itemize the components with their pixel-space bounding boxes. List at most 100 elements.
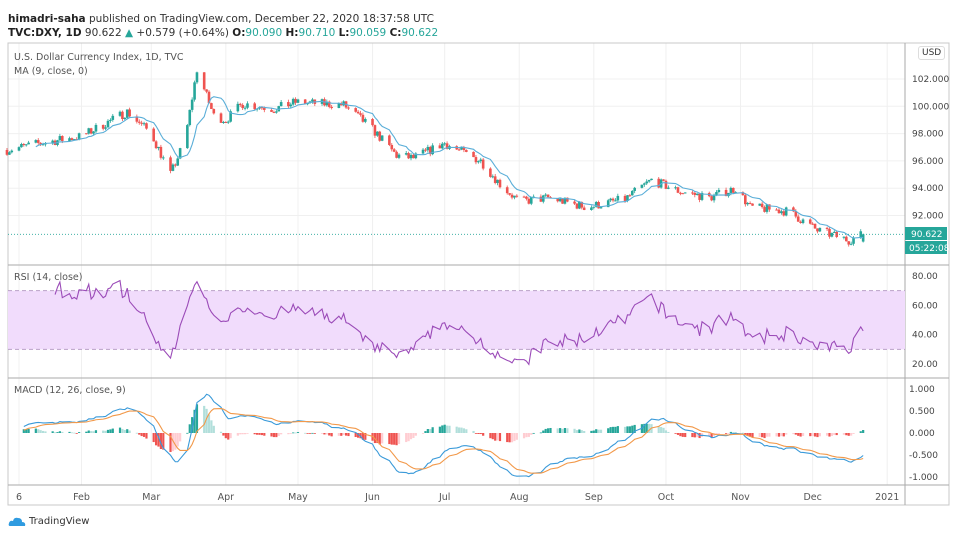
candle-body[interactable] [68,138,71,142]
candle-body[interactable] [700,192,704,200]
author-name[interactable]: himadri-saha [8,13,86,25]
candle-body[interactable] [89,128,93,134]
candle-body[interactable] [412,154,415,159]
candle-body[interactable] [154,141,158,149]
candle-body[interactable] [744,195,747,205]
candle-body[interactable] [623,195,627,201]
candle-body[interactable] [751,203,754,206]
candle-body[interactable] [828,228,831,237]
candle-body[interactable] [650,178,653,181]
candle-body[interactable] [440,143,444,149]
candle-body[interactable] [135,116,139,122]
currency-button[interactable]: USD [918,46,946,60]
candle-body[interactable] [169,157,172,171]
candle-body[interactable] [229,111,232,122]
candle-body[interactable] [22,144,26,146]
candle-body[interactable] [592,206,596,208]
candle-body[interactable] [224,121,228,123]
candle-body[interactable] [424,149,427,151]
candle-body[interactable] [830,232,834,237]
candle-body[interactable] [679,192,682,194]
candle-body[interactable] [253,103,256,110]
candle-body[interactable] [681,193,685,195]
candle-body[interactable] [775,209,778,211]
candle-body[interactable] [758,203,762,206]
candle-body[interactable] [222,121,225,123]
candle-body[interactable] [428,146,432,155]
candle-body[interactable] [626,195,629,201]
candle-body[interactable] [303,99,307,105]
candle-body[interactable] [354,108,357,112]
candle-body[interactable] [378,131,382,141]
candle-body[interactable] [539,196,543,202]
candle-body[interactable] [575,203,579,209]
candle-body[interactable] [236,103,240,112]
candle-body[interactable] [104,127,107,129]
candle-body[interactable] [481,159,485,169]
candle-body[interactable] [582,207,586,211]
candle-body[interactable] [356,111,360,114]
candle-body[interactable] [404,153,408,155]
candle-body[interactable] [799,221,802,224]
candle-body[interactable] [578,201,581,209]
candle-body[interactable] [816,228,819,232]
candle-body[interactable] [339,103,343,106]
candle-body[interactable] [178,148,182,159]
candle-body[interactable] [544,194,547,196]
candle-body[interactable] [508,193,511,195]
candle-body[interactable] [780,211,783,214]
candle-body[interactable] [580,201,584,208]
candle-body[interactable] [505,187,509,194]
candle-body[interactable] [205,89,208,92]
candle-body[interactable] [145,123,148,129]
candle-body[interactable] [193,82,196,100]
candle-body[interactable] [527,198,531,204]
candle-body[interactable] [327,101,331,107]
candle-body[interactable] [657,178,661,188]
candle-body[interactable] [152,128,155,142]
candle-body[interactable] [73,139,76,141]
candle-body[interactable] [674,187,677,189]
candle-body[interactable] [811,223,814,225]
candle-body[interactable] [109,119,112,121]
candle-body[interactable] [460,147,463,150]
candle-body[interactable] [291,98,295,105]
candle-body[interactable] [443,143,446,145]
candle-body[interactable] [825,227,829,229]
candle-body[interactable] [195,72,199,83]
candle-body[interactable] [782,211,786,216]
candle-body[interactable] [212,109,216,114]
candle-body[interactable] [390,144,394,150]
tradingview-logo[interactable]: TradingView [8,515,89,527]
candle-body[interactable] [272,111,276,113]
candle-body[interactable] [741,192,745,196]
candle-body[interactable] [513,195,516,198]
candle-body[interactable] [176,158,180,166]
candle-body[interactable] [832,231,836,233]
candle-body[interactable] [174,164,177,166]
candle-body[interactable] [17,147,21,151]
candle-body[interactable] [397,154,401,158]
candle-body[interactable] [847,241,851,245]
candle-body[interactable] [279,102,283,107]
candle-body[interactable] [474,157,478,163]
candle-body[interactable] [246,103,249,108]
candle-body[interactable] [263,107,266,110]
candle-body[interactable] [294,98,297,103]
candle-body[interactable] [683,192,687,194]
candle-body[interactable] [594,202,598,207]
candle-body[interactable] [190,99,194,110]
candle-body[interactable] [765,204,769,212]
ma-legend[interactable]: MA (9, close, 0) [14,66,88,77]
candle-body[interactable] [128,109,131,117]
candle-body[interactable] [58,136,62,141]
candle-body[interactable] [438,145,442,149]
candle-body[interactable] [330,106,333,109]
candle-body[interactable] [748,202,752,204]
candle-body[interactable] [801,219,805,224]
candle-body[interactable] [238,103,242,105]
candle-body[interactable] [609,198,612,201]
candle-body[interactable] [10,150,14,153]
candle-body[interactable] [616,195,620,201]
